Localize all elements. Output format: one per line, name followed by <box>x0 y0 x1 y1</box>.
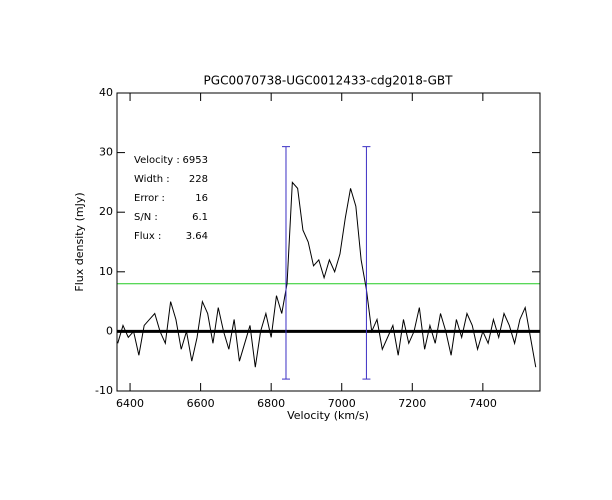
spectrum-line <box>117 181 537 368</box>
x-tick-label: 7000 <box>328 397 356 410</box>
annotation-label: S/N : <box>134 212 158 223</box>
chart-title: PGC0070738-UGC0012433-cdg2018-GBT <box>204 74 454 88</box>
annotation-value: 6953 <box>183 155 208 166</box>
annotation-value: 3.64 <box>186 231 208 242</box>
y-tick-label: -10 <box>95 384 113 397</box>
plot-area <box>117 146 540 380</box>
x-tick-label: 7200 <box>398 397 426 410</box>
y-tick-label: 40 <box>99 86 113 99</box>
x-tick-label: 6600 <box>187 397 215 410</box>
plot-frame <box>116 92 541 392</box>
annotation-value: 6.1 <box>192 212 208 223</box>
x-axis-label: Velocity (km/s) <box>287 409 369 422</box>
annotation-label: Width : <box>134 174 170 185</box>
y-tick-label: 30 <box>99 146 113 159</box>
annotation-value: 228 <box>189 174 208 185</box>
annotation-label: Velocity : <box>134 155 180 166</box>
annotation-value: 16 <box>195 193 208 204</box>
y-tick-label: 0 <box>106 324 113 337</box>
y-axis-label: Flux density (mJy) <box>73 192 86 291</box>
y-tick-label: 20 <box>99 205 113 218</box>
annotation-label: Flux : <box>134 231 161 242</box>
annotation-label: Error : <box>134 193 165 204</box>
y-tick-label: 10 <box>99 265 113 278</box>
x-tick-label: 6800 <box>257 397 285 410</box>
x-tick-label: 7400 <box>469 397 497 410</box>
x-tick-label: 6400 <box>116 397 144 410</box>
